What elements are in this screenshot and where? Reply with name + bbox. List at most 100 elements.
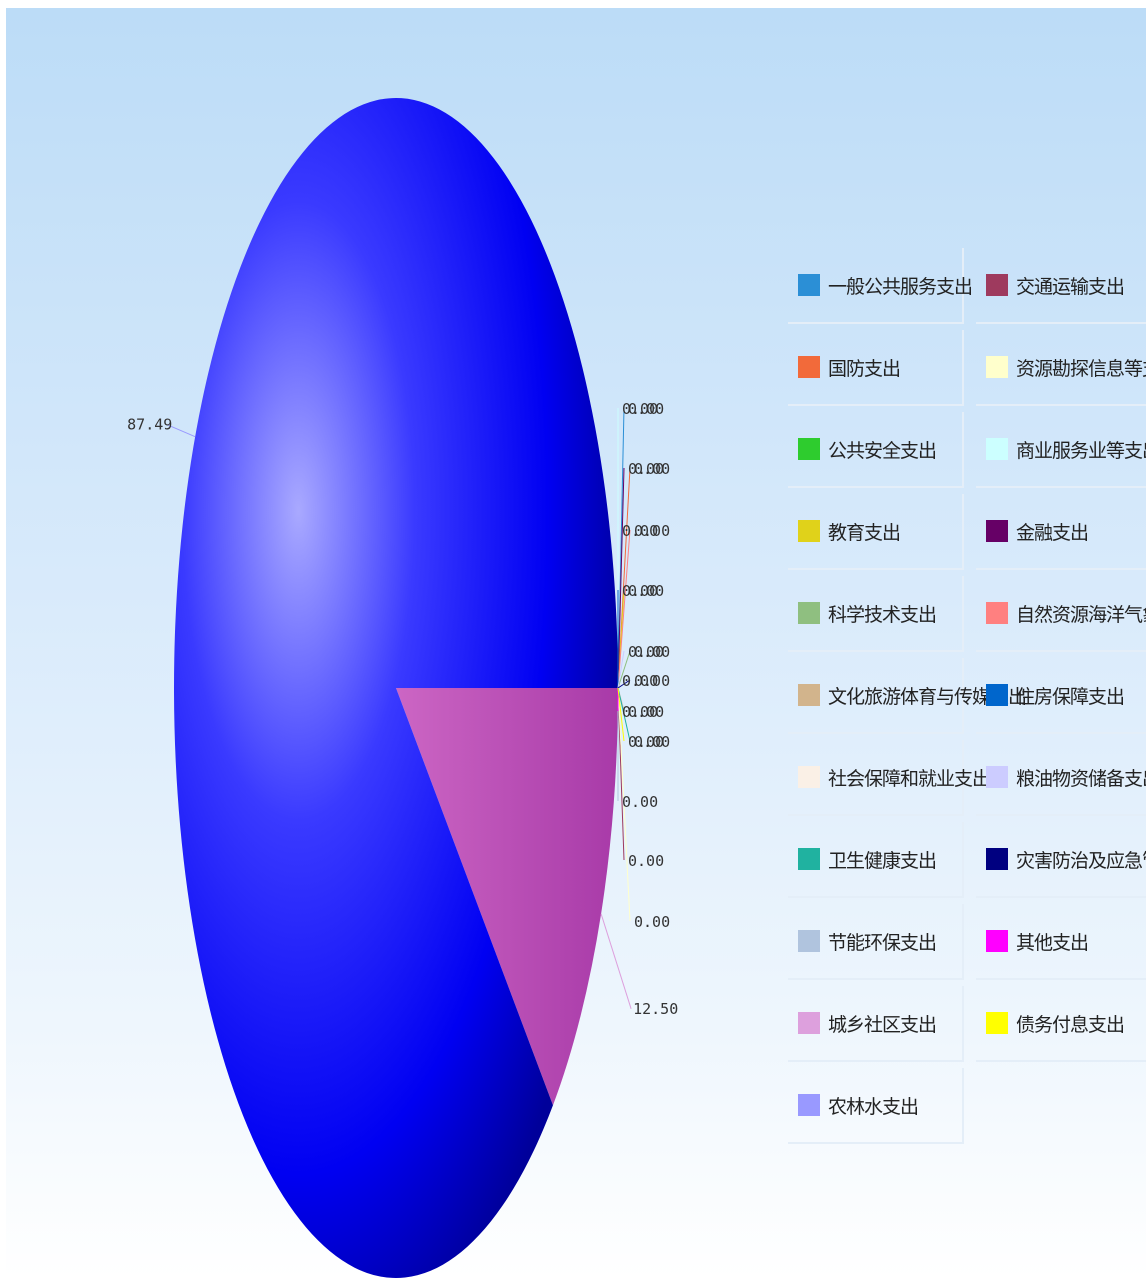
legend-item[interactable]: 交通运输支出 [976,248,1146,324]
legend-item[interactable]: 公共安全支出 [788,412,964,488]
legend-item[interactable]: 资源勘探信息等支出 [976,330,1146,406]
leader-line-科学技术支出 [617,650,631,689]
legend-swatch [986,438,1008,460]
legend-label: 粮油物资储备支出 [1016,767,1146,790]
legend-label: 自然资源海洋气象等支出 [1016,603,1146,626]
legend-label: 一般公共服务支出 [828,275,973,298]
legend-label: 商业服务业等支出 [1016,439,1146,462]
leader-line-资源勘探信息等支出 [617,687,631,922]
legend-label: 科学技术支出 [828,603,937,626]
leader-line-灾害防治及应急管理支出 [617,679,631,689]
legend-item[interactable]: 社会保障和就业支出 [788,740,991,816]
legend-label: 城乡社区支出 [828,1013,937,1036]
legend-label: 债务付息支出 [1016,1013,1125,1036]
leader-line-粮油物资储备支出 [617,650,625,689]
legend-swatch [798,766,820,788]
slice-label-国防支出: 0.00 [634,460,670,478]
legend-item[interactable]: 节能环保支出 [788,904,964,980]
legend-item[interactable]: 其他支出 [976,904,1146,980]
slice-label-交通运输支出: 0.00 [628,852,664,870]
slice-label-金融支出: 0.00 [628,460,664,478]
pie-chart: 0.000.000.000.000.000.000.000.000.0012.5… [127,98,678,1278]
leader-line-城乡社区支出 [600,913,632,1009]
legend-item[interactable]: 灾害防治及应急管理支出 [976,822,1146,898]
slice-label-粮油物资储备支出: 0.00 [628,643,664,661]
legend-item[interactable]: 住房保障支出 [976,658,1146,734]
legend-item[interactable]: 教育支出 [788,494,964,570]
slice-label-卫生健康支出: 0.00 [634,733,670,751]
slice-label-一般公共服务支出: 0.00 [628,400,664,418]
legend-item[interactable]: 债务付息支出 [976,986,1146,1062]
slice-label-农林水支出: 87.49 [127,416,172,434]
chart-panel: 0.00 0.00 0.00 0.00 0.00 0.00 0.00 0.00 0.00 12.5… [6,8,1146,1278]
legend-swatch [798,684,820,706]
legend-label: 社会保障和就业支出 [828,767,991,790]
legend-label: 农林水支出 [828,1095,919,1118]
slice-label-商业服务业等支出: 0.00 [622,400,658,418]
legend-item[interactable]: 金融支出 [976,494,1146,570]
legend-swatch [798,848,820,870]
legend-item[interactable]: 卫生健康支出 [788,822,964,898]
legend-label: 节能环保支出 [828,931,937,954]
slice-label-节能环保支出: 0.00 [622,793,658,811]
legend-swatch [986,766,1008,788]
legend-label: 国防支出 [828,357,901,380]
legend-swatch [798,602,820,624]
legend-label: 文化旅游体育与传媒支出 [828,685,1027,708]
slice-label-城乡社区支出: 12.50 [633,1000,678,1018]
legend-item[interactable]: 科学技术支出 [788,576,964,652]
slice-label-自然资源海洋气象等支出: 0.00 [634,522,670,540]
legend-label: 其他支出 [1016,931,1089,954]
legend-swatch [986,848,1008,870]
slice-label-公共安全支出: 0.00 [622,522,658,540]
pie-slice-农林水支出[interactable] [174,98,618,1278]
leader-lines [166,407,632,1009]
slice-label-其他支出: 0.00 [622,703,658,721]
legend-swatch [986,1012,1008,1034]
legend-swatch [986,520,1008,542]
legend-swatch [986,684,1008,706]
legend-label: 交通运输支出 [1016,275,1125,298]
legend-swatch [986,356,1008,378]
legend-swatch [798,356,820,378]
pie-slice-城乡社区支出[interactable] [396,688,618,1106]
legend-swatch [986,930,1008,952]
legend-item[interactable]: 国防支出 [788,330,964,406]
legend-item[interactable]: 农林水支出 [788,1068,964,1144]
legend-label: 教育支出 [828,521,901,544]
slice-label-债务付息支出: 0.00 [628,733,664,751]
legend-swatch [798,930,820,952]
leader-line-卫生健康支出 [617,687,631,742]
legend-swatch [986,274,1008,296]
legend-swatch [798,520,820,542]
legend-item[interactable]: 文化旅游体育与传媒支出 [788,658,1027,734]
legend-item[interactable]: 城乡社区支出 [788,986,964,1062]
slice-label-资源勘探信息等支出: 0.00 [634,913,670,931]
slice-labels: 0.000.000.000.000.000.000.000.000.0012.5… [127,400,678,1018]
pie-slices [174,98,618,1278]
legend-label: 住房保障支出 [1016,685,1125,708]
legend-swatch [798,438,820,460]
slice-label-教育支出: 0.00 [628,582,664,600]
leader-line-金融支出 [617,467,625,689]
leader-line-农林水支出 [166,424,196,438]
slice-label-社会保障和就业支出: 0.00 [628,703,664,721]
legend-label: 公共安全支出 [828,439,937,462]
legend-label: 资源勘探信息等支出 [1016,357,1146,380]
legend-swatch [798,274,820,296]
legend-label: 灾害防治及应急管理支出 [1016,849,1146,872]
legend-swatch [798,1094,820,1116]
legend-item[interactable]: 粮油物资储备支出 [976,740,1146,816]
legend-item[interactable]: 一般公共服务支出 [788,248,973,324]
leader-line-自然资源海洋气象等支出 [617,529,631,689]
legend-swatch [986,602,1008,624]
legend-item[interactable]: 商业服务业等支出 [976,412,1146,488]
leader-line-债务付息支出 [617,687,625,742]
legend-label: 金融支出 [1016,521,1089,544]
legend-item[interactable]: 自然资源海洋气象等支出 [976,576,1146,652]
slice-label-灾害防治及应急管理支出: 0.00 [634,672,670,690]
slice-label-住房保障支出: 0.00 [622,582,658,600]
slice-label-科学技术支出: 0.00 [634,643,670,661]
legend-label: 卫生健康支出 [828,849,937,872]
legend-swatch [798,1012,820,1034]
